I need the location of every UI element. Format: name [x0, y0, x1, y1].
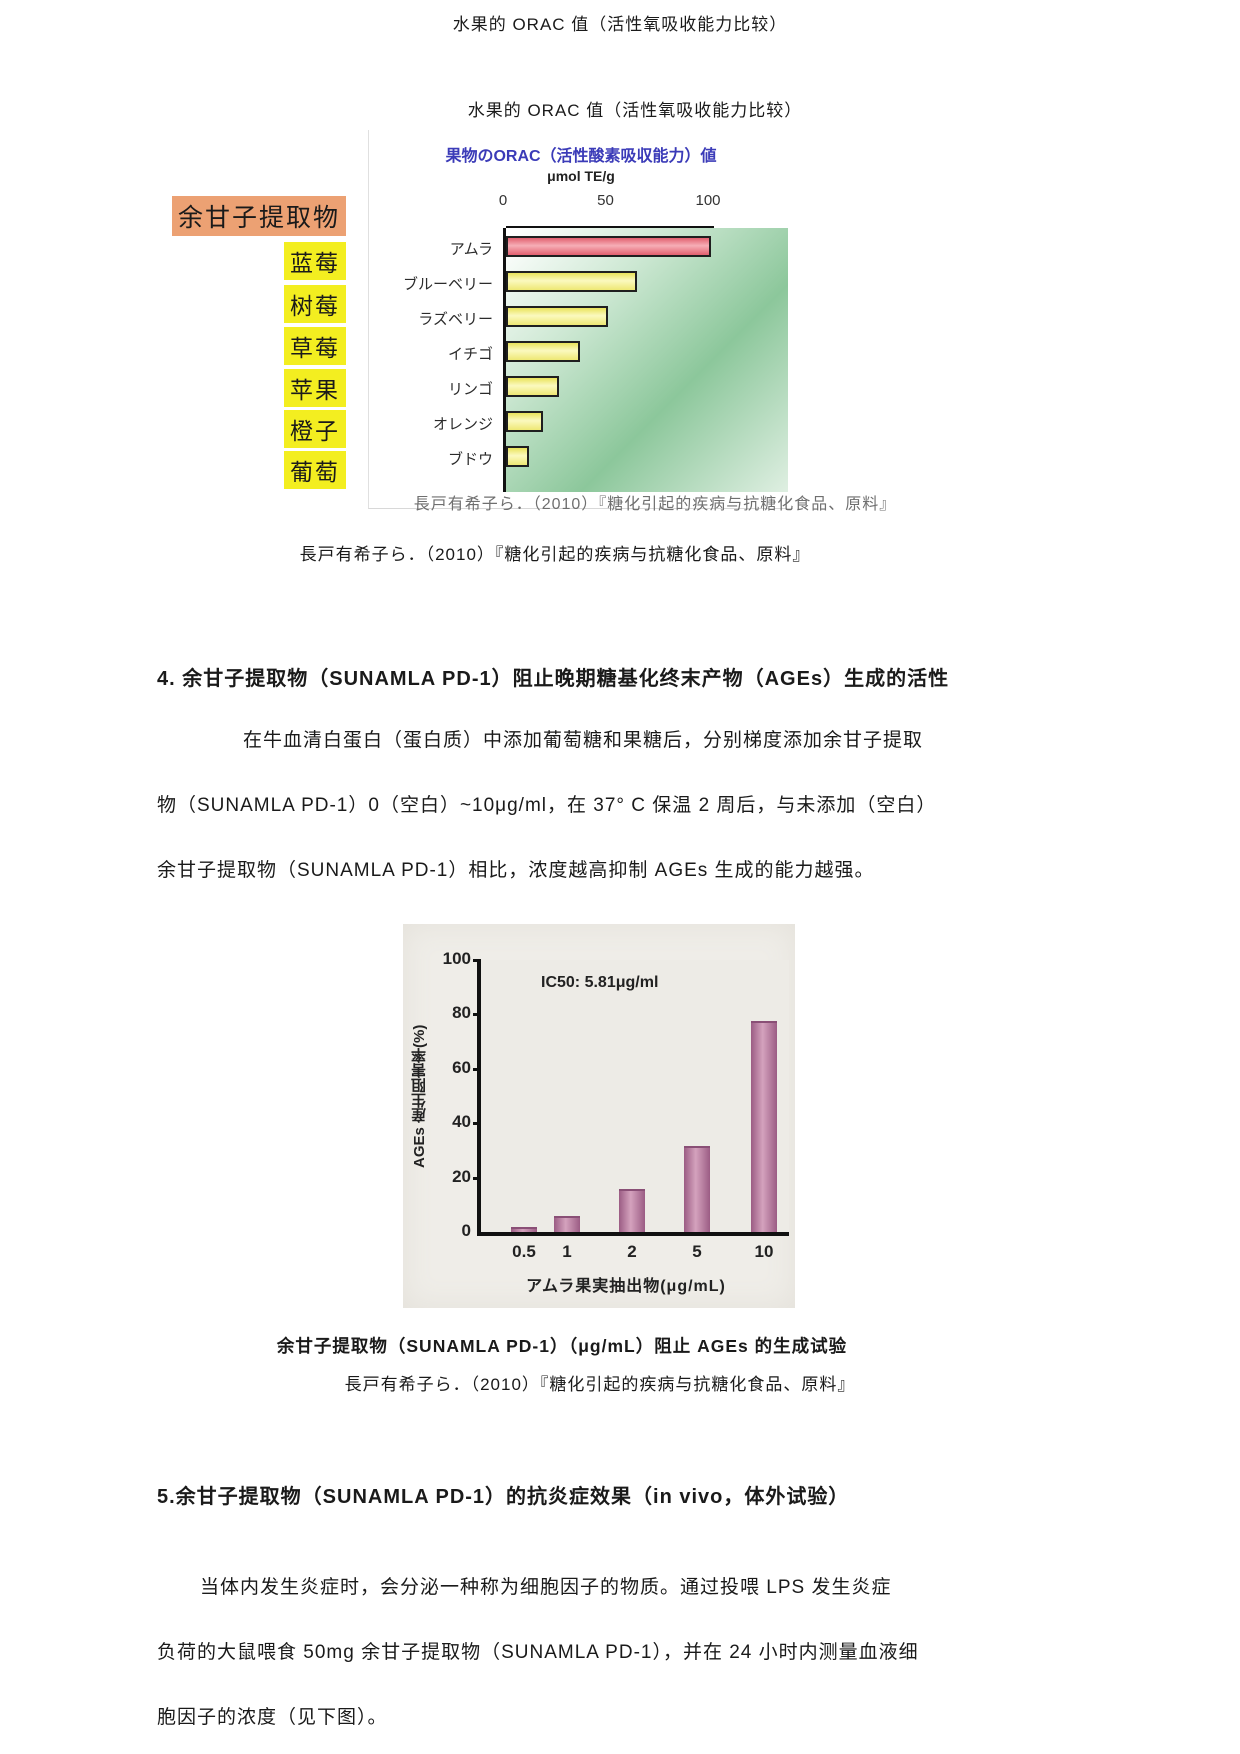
chart1-cn-label: 余甘子提取物	[171, 196, 346, 236]
chart1-xtick: 100	[695, 192, 721, 209]
figure2-caption-title: 余甘子提取物（SUNAMLA PD-1）（μg/mL）阻止 AGEs 的生成试验	[276, 1336, 848, 1356]
chart1-bar	[506, 446, 529, 467]
chart2-bar	[554, 1216, 580, 1232]
chart1-cn-label: 橙子	[284, 410, 346, 448]
chart1-title: 果物のORAC（活性酸素吸収能力）値	[445, 148, 717, 165]
chart1-bar-label: ブルーベリー	[402, 276, 493, 293]
chart1-xtick: 0	[498, 192, 508, 209]
section4-line3: 余甘子提取物（SUNAMLA PD-1）相比，浓度越高抑制 AGEs 生成的能力…	[157, 860, 875, 881]
chart1-bar-label: ブドウ	[447, 451, 493, 468]
chart1-xtick: 50	[597, 192, 614, 209]
chart2-ytick: 0	[461, 1221, 471, 1240]
chart1-bar	[506, 306, 608, 327]
chart2-xtick: 10	[754, 1242, 774, 1261]
section5-line3: 胞因子的浓度（见下图）。	[157, 1707, 388, 1728]
chart1-bar-label: イチゴ	[447, 346, 493, 363]
chart1-bar-label: アムラ	[449, 241, 493, 258]
chart2-xtick: 5	[692, 1242, 702, 1261]
orac-chart-image: 果物のORAC（活性酸素吸収能力）値 μmol TE/g 0 50 100 アムラブル…	[368, 130, 793, 509]
section5-heading: 5.余甘子提取物（SUNAMLA PD-1）的抗炎症效果（in vivo，体外试…	[157, 1486, 850, 1508]
chart2-ytick-mark	[473, 1067, 481, 1071]
chart2-ytick: 100	[442, 949, 471, 968]
chart1-bar	[506, 341, 580, 362]
chart2-bar	[751, 1021, 777, 1232]
chart2-ytick-mark	[473, 959, 481, 962]
chart2-ytick-mark	[473, 1013, 481, 1017]
chart2-ytick: 80	[452, 1003, 471, 1023]
chart1-bar-label: ラズベリー	[418, 311, 493, 328]
chart1-bar-label: リンゴ	[447, 381, 493, 398]
chart1-plot-area	[503, 226, 788, 492]
chart2-ytick: 40	[452, 1112, 471, 1132]
chart2-xlabel: アムラ果実抽出物(μg/mL)	[526, 1278, 726, 1295]
chart2-ylabel: AGEs 産生阻害率(%)	[411, 1024, 428, 1168]
chart1-cn-label: 苹果	[284, 369, 346, 407]
chart1-bar-label: オレンジ	[432, 416, 493, 433]
section4-line1-text: 在牛血清白蛋白（蛋白质）中添加葡萄糖和果糖后，分别梯度添加余甘子提取	[243, 730, 924, 751]
chart2-ytick: 20	[452, 1166, 471, 1186]
chart1-cn-label: 葡萄	[284, 451, 346, 489]
section5-line1-text: 当体内发生炎症时，会分泌一种称为细胞因子的物质。通过投喂 LPS 发生炎症	[200, 1577, 892, 1598]
figure1-caption: 長戸有希子ら．（2010）『糖化引起的疾病与抗糖化食品、原料』	[299, 545, 811, 564]
chart2-ic50-annotation: IC50: 5.81μg/ml	[541, 974, 659, 991]
chart2-ytick-mark	[473, 1122, 481, 1126]
section5-line2: 负荷的大鼠喂食 50mg 余甘子提取物（SUNAMLA PD-1），并在 24 …	[157, 1642, 919, 1663]
section4-line1: 在牛血清白蛋白（蛋白质）中添加葡萄糖和果糖后，分别梯度添加余甘子提取	[157, 728, 1117, 754]
chart1-bar	[506, 236, 711, 257]
chart1-bar	[506, 376, 559, 397]
chart2-xtick: 0.5	[512, 1242, 536, 1261]
page-header-title: 水果的 ORAC 值（活性氧吸收能力比较）	[452, 15, 788, 34]
ages-chart-image: AGEs 産生阻害率(%) IC50: 5.81μg/ml 0 20 40 60 80 1…	[403, 924, 795, 1308]
figure2-caption-source: 長戸有希子ら．（2010）『糖化引起的疾病与抗糖化食品、原料』	[344, 1375, 856, 1394]
figure1-caption-inner: 長戸有希子ら．（2010）『糖化引起的疾病与抗糖化食品、原料』	[413, 496, 897, 513]
chart1-bar	[506, 271, 637, 292]
chart2-bar	[619, 1189, 645, 1232]
chart2-bar	[684, 1146, 710, 1232]
chart2-plot-area: IC50: 5.81μg/ml 0 20 40 60 80 100 0.5 1 2 5 10	[443, 949, 789, 1261]
chart1-cn-label: 树莓	[284, 285, 346, 323]
section5-line1: 当体内发生炎症时，会分泌一种称为细胞因子的物质。通过投喂 LPS 发生炎症	[157, 1575, 1117, 1601]
chart2-ytick-mark	[473, 1176, 481, 1180]
section4-line2: 物（SUNAMLA PD-1）0（空白）~10μg/ml，在 37° C 保温 …	[157, 795, 937, 816]
chart2-ytick: 60	[452, 1057, 471, 1077]
chart1-cn-label: 蓝莓	[284, 242, 346, 280]
chart1-top-axis	[506, 226, 714, 228]
chart1-cn-label: 草莓	[284, 327, 346, 365]
chart2-bar	[511, 1227, 537, 1232]
chart1-bar	[506, 411, 543, 432]
figure1-title: 水果的 ORAC 值（活性氧吸收能力比较）	[467, 101, 803, 120]
chart2-xtick: 1	[562, 1242, 572, 1261]
chart1-unit-label: μmol TE/g	[547, 168, 615, 184]
chart2-xtick: 2	[627, 1242, 637, 1261]
section4-heading: 4. 余甘子提取物（SUNAMLA PD-1）阻止晚期糖基化终末产物（AGEs）…	[157, 668, 950, 690]
